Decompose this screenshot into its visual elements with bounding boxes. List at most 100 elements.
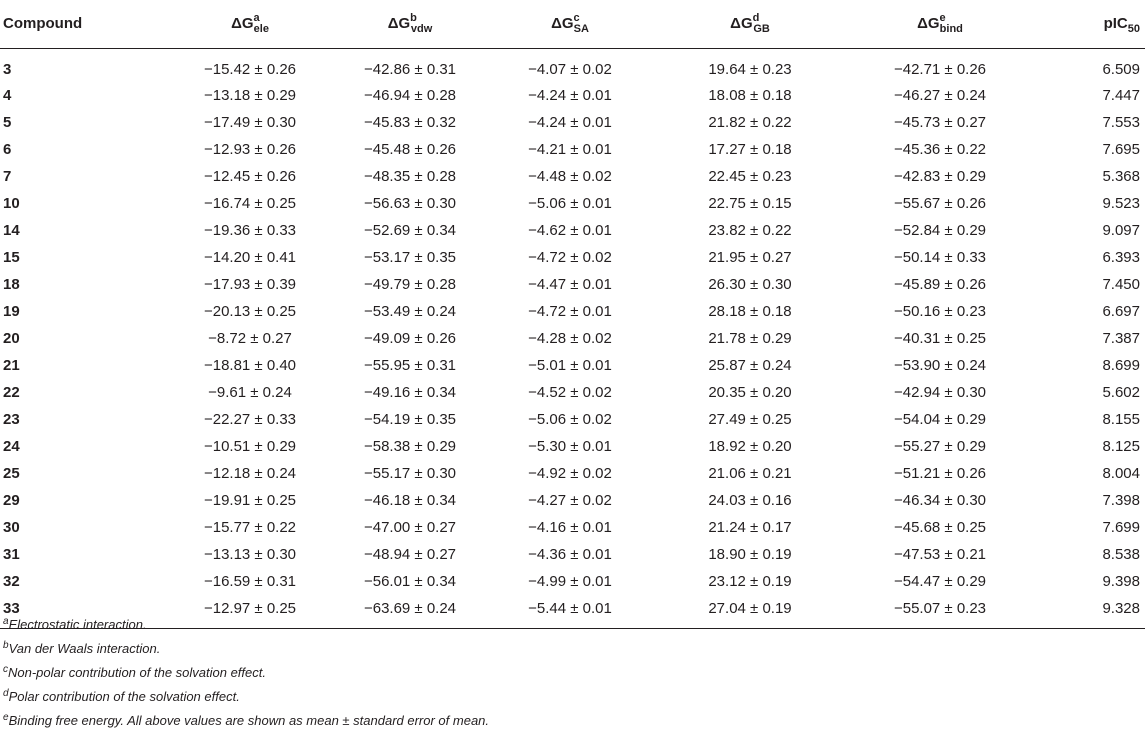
- delta-g-sa-cell: −5.01 ± 0.01: [528, 357, 612, 374]
- pic50-cell: 7.398: [1102, 492, 1140, 509]
- pic50-cell: 9.398: [1102, 573, 1140, 590]
- delta-g-gb-cell: 17.27 ± 0.18: [708, 141, 792, 158]
- delta-g-bind-cell: −42.83 ± 0.29: [893, 168, 987, 185]
- table-row: 31 −13.13 ± 0.30 −48.94 ± 0.27 −4.36 ± 0.01…: [0, 541, 1145, 568]
- delta-g-vdw-cell: −56.63 ± 0.30: [363, 195, 457, 212]
- delta-g-gb-cell: 20.35 ± 0.20: [708, 384, 792, 401]
- delta-g-gb-cell: 24.03 ± 0.16: [708, 492, 792, 509]
- delta-g-ele-cell: −12.45 ± 0.26: [203, 168, 297, 185]
- table-row: 33 −12.97 ± 0.25 −63.69 ± 0.24 −5.44 ± 0.01…: [0, 595, 1145, 629]
- delta-g-sa-cell: −4.99 ± 0.01: [528, 573, 612, 590]
- delta-g-gb-cell: 26.30 ± 0.30: [708, 276, 792, 293]
- delta-g-ele-cell: −12.93 ± 0.26: [203, 141, 297, 158]
- table-row: 22 −9.61 ± 0.24 −49.16 ± 0.34 −4.52 ± 0.02 2…: [0, 379, 1145, 406]
- table-header: Compound ΔGaele ΔGbvdw ΔGcSA ΔGdGB ΔGebi…: [0, 0, 1145, 49]
- delta-g-ele-cell: −13.18 ± 0.29: [203, 87, 297, 104]
- delta-g-vdw-cell: −53.49 ± 0.24: [363, 303, 457, 320]
- pic50-cell: 5.602: [1102, 384, 1140, 401]
- delta-g-sa-cell: −4.72 ± 0.01: [528, 303, 612, 320]
- delta-g-gb-cell: 22.45 ± 0.23: [708, 168, 792, 185]
- header-subscript: ele: [253, 23, 269, 36]
- compound-cell: 19: [3, 303, 20, 320]
- delta-g-vdw-cell: −49.79 ± 0.28: [363, 276, 457, 293]
- footnote: dPolar contribution of the solvation eff…: [3, 686, 489, 710]
- delta-g-gb-cell: 23.82 ± 0.22: [708, 222, 792, 239]
- pic50-cell: 7.695: [1102, 141, 1140, 158]
- delta-g-gb-cell: 18.92 ± 0.20: [708, 438, 792, 455]
- delta-g-sa-cell: −4.48 ± 0.02: [528, 168, 612, 185]
- header-row: Compound ΔGaele ΔGbvdw ΔGcSA ΔGdGB ΔGebi…: [0, 0, 1145, 49]
- delta-g-gb-cell: 19.64 ± 0.23: [708, 61, 792, 79]
- delta-g-bind-cell: −45.73 ± 0.27: [893, 114, 987, 131]
- delta-g-vdw-cell: −52.69 ± 0.34: [363, 222, 457, 239]
- footnote-letter: a: [3, 616, 9, 627]
- pic50-cell: 8.004: [1102, 465, 1140, 482]
- table-row: 7 −12.45 ± 0.26 −48.35 ± 0.28 −4.48 ± 0.02 2…: [0, 163, 1145, 190]
- delta-g-bind-cell: −51.21 ± 0.26: [893, 465, 987, 482]
- delta-g-ele-cell: −18.81 ± 0.40: [203, 357, 297, 374]
- compound-cell: 4: [3, 87, 12, 104]
- table-row: 30 −15.77 ± 0.22 −47.00 ± 0.27 −4.16 ± 0.01…: [0, 514, 1145, 541]
- delta-g-bind-cell: −42.94 ± 0.30: [893, 384, 987, 401]
- delta-g-sa-cell: −4.24 ± 0.01: [528, 114, 612, 131]
- delta-g-sa-cell: −5.06 ± 0.01: [528, 195, 612, 212]
- header-subscript: GB: [753, 23, 770, 36]
- delta-g-sa-cell: −4.36 ± 0.01: [528, 546, 612, 563]
- compound-cell: 20: [3, 330, 20, 347]
- footnote-text: Van der Waals interaction.: [8, 641, 161, 656]
- delta-g-bind-cell: −46.34 ± 0.30: [893, 492, 987, 509]
- footnote: cNon-polar contribution of the solvation…: [3, 662, 489, 686]
- compound-cell: 5: [3, 114, 12, 131]
- footnote-text: Binding free energy. All above values ar…: [8, 713, 490, 728]
- delta-g-sa-cell: −4.28 ± 0.02: [528, 330, 612, 347]
- compound-cell: 33: [0, 595, 170, 629]
- delta-g-gb-cell: 27.49 ± 0.25: [708, 411, 792, 428]
- table-row: 25 −12.18 ± 0.24 −55.17 ± 0.30 −4.92 ± 0.02…: [0, 460, 1145, 487]
- table-row: 3 −15.42 ± 0.26 −42.86 ± 0.31 −4.07 ± 0.02 1…: [0, 48, 1145, 82]
- delta-g-bind-cell: −53.90 ± 0.24: [893, 357, 987, 374]
- header-symbol: ΔG: [730, 15, 753, 33]
- delta-g-vdw-cell: −55.17 ± 0.30: [363, 465, 457, 482]
- header-superscript: a: [253, 12, 260, 25]
- delta-g-sa-cell: −5.06 ± 0.02: [528, 411, 612, 428]
- delta-g-sa-cell: −4.62 ± 0.01: [528, 222, 612, 239]
- footnote-letter: b: [3, 640, 9, 651]
- delta-g-vdw-cell: −47.00 ± 0.27: [363, 519, 457, 536]
- delta-g-sa-cell: −4.16 ± 0.01: [528, 519, 612, 536]
- compound-cell: 22: [3, 384, 20, 401]
- delta-g-bind-cell: −50.14 ± 0.33: [893, 249, 987, 266]
- header-compound: Compound: [0, 0, 170, 49]
- table-row: 10 −16.74 ± 0.25 −56.63 ± 0.30 −5.06 ± 0.01…: [0, 190, 1145, 217]
- delta-g-ele-cell: −12.97 ± 0.25: [170, 595, 330, 629]
- delta-g-ele-cell: −16.74 ± 0.25: [203, 195, 297, 212]
- delta-g-bind-cell: −47.53 ± 0.21: [893, 546, 987, 563]
- delta-g-ele-cell: −19.91 ± 0.25: [203, 492, 297, 509]
- pic50-cell: 6.697: [1102, 303, 1140, 320]
- compound-cell: 21: [3, 357, 20, 374]
- pic50-cell: 7.450: [1102, 276, 1140, 293]
- delta-g-ele-cell: −17.93 ± 0.39: [203, 276, 297, 293]
- delta-g-bind-cell: −45.89 ± 0.26: [893, 276, 987, 293]
- delta-g-bind-cell: −45.36 ± 0.22: [893, 141, 987, 158]
- header-symbol: ΔG: [387, 15, 411, 33]
- pic50-cell: 5.368: [1102, 168, 1140, 185]
- delta-g-gb-cell: 18.08 ± 0.18: [708, 87, 792, 104]
- table-row: 18 −17.93 ± 0.39 −49.79 ± 0.28 −4.47 ± 0.01…: [0, 271, 1145, 298]
- table-row: 4 −13.18 ± 0.29 −46.94 ± 0.28 −4.24 ± 0.01 1…: [0, 82, 1145, 109]
- delta-g-bind-cell: −45.68 ± 0.25: [893, 519, 987, 536]
- header-superscript: c: [573, 12, 580, 25]
- delta-g-vdw-cell: −56.01 ± 0.34: [363, 573, 457, 590]
- delta-g-bind-cell: −42.71 ± 0.26: [893, 61, 987, 79]
- pic50-cell: 6.509: [1102, 61, 1140, 79]
- delta-g-vdw-cell: −53.17 ± 0.35: [363, 249, 457, 266]
- delta-g-ele-cell: −16.59 ± 0.31: [203, 573, 297, 590]
- delta-g-gb-cell: 23.12 ± 0.19: [708, 573, 792, 590]
- delta-g-gb-cell: 21.06 ± 0.21: [708, 465, 792, 482]
- header-superscript: b: [410, 12, 417, 25]
- delta-g-gb-cell: 21.82 ± 0.22: [708, 114, 792, 131]
- delta-g-gb-cell: 21.24 ± 0.17: [708, 519, 792, 536]
- pic50-cell: 9.328: [1030, 595, 1145, 629]
- pic50-cell: 7.447: [1102, 87, 1140, 104]
- footnote-letter: d: [3, 688, 9, 699]
- pic50-cell: 7.699: [1102, 519, 1140, 536]
